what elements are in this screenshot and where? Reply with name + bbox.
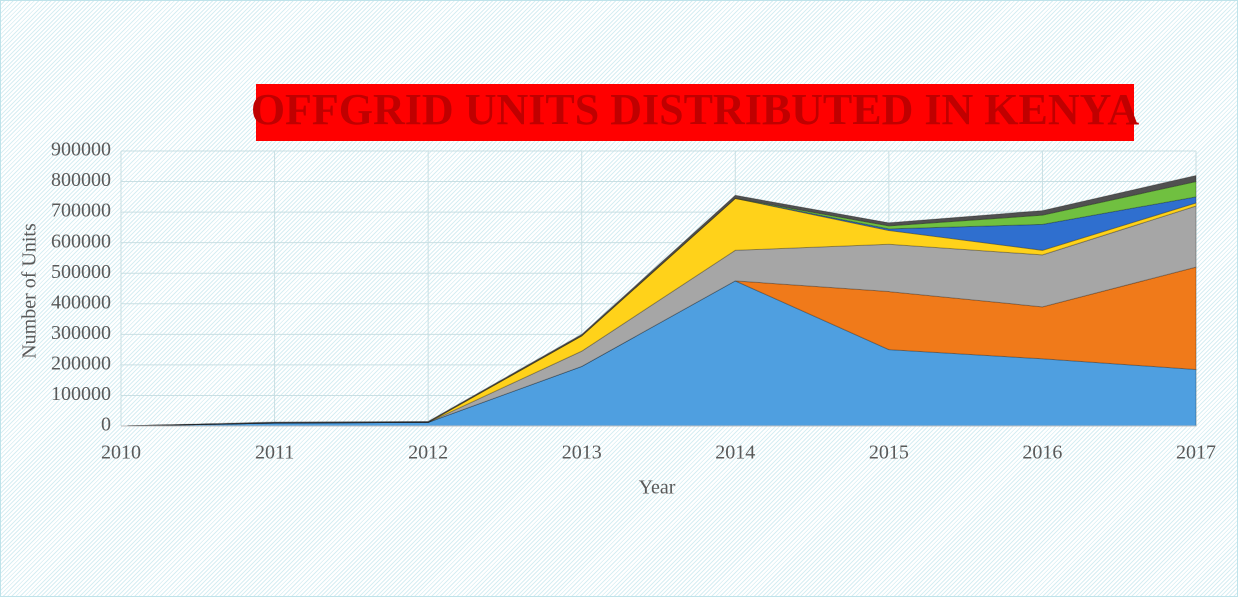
x-tick-label: 2011 — [255, 442, 294, 464]
y-tick-label: 600000 — [51, 230, 111, 252]
area — [120, 174, 1197, 427]
chart-title: OFFGRID UNITS DISTRIBUTED IN KENYA — [251, 85, 1140, 134]
x-tick-label: 2013 — [562, 442, 602, 464]
y-tick-label: 100000 — [51, 383, 111, 405]
x-tick-label: 2014 — [715, 442, 755, 464]
y-tick-label: 300000 — [51, 322, 111, 344]
x-axis-label: Year — [639, 477, 676, 499]
y-tick-label: 200000 — [51, 352, 111, 374]
y-tick-label: 0 — [101, 414, 111, 436]
y-tick-label: 800000 — [51, 169, 111, 191]
x-tick-label: 2016 — [1022, 442, 1062, 464]
x-tick-label: 2017 — [1176, 442, 1216, 464]
y-tick-label: 700000 — [51, 200, 111, 222]
y-tick-label: 400000 — [51, 291, 111, 313]
y-tick-label: 500000 — [51, 261, 111, 283]
x-tick-label: 2012 — [408, 442, 448, 464]
x-tick-label: 2015 — [869, 442, 909, 464]
y-axis-label: Number of Units — [19, 223, 41, 359]
x-tick-label: 2010 — [101, 442, 141, 464]
title-box — [256, 84, 1134, 141]
y-tick-label: 900000 — [51, 139, 111, 161]
